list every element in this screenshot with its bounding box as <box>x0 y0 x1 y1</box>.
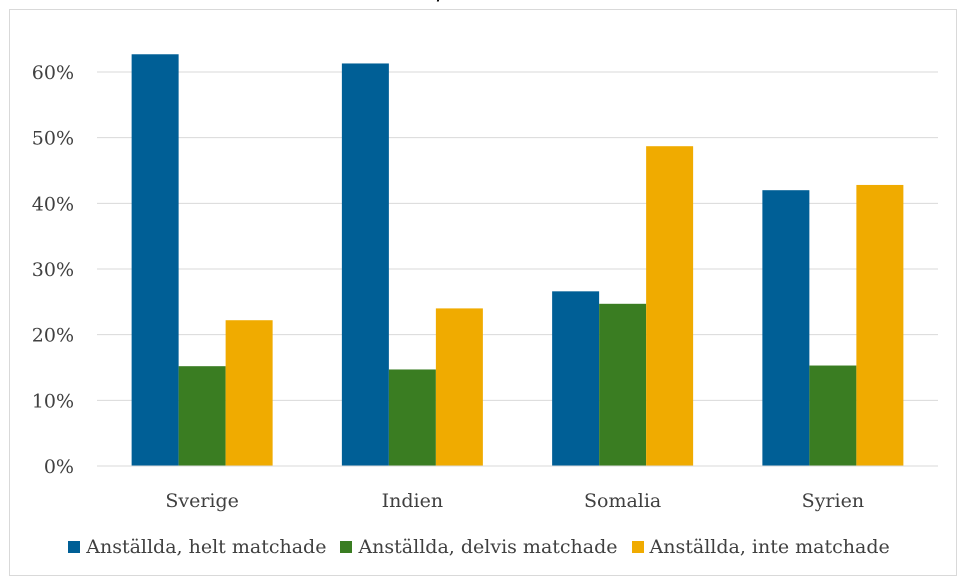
y-tick-label: 10% <box>32 390 74 412</box>
bar-somalia-series-0 <box>552 291 600 466</box>
legend-swatch-inte <box>631 541 644 553</box>
bar-sverige-series-2 <box>225 320 273 466</box>
bar-syrien-series-0 <box>762 190 810 466</box>
x-tick-label: Somalia <box>584 490 661 512</box>
chart-legend: Anställda, helt matchade Anställda, delv… <box>0 536 958 558</box>
y-tick-label: 20% <box>32 325 74 347</box>
x-tick-label: Indien <box>382 490 443 512</box>
legend-label-delvis: Anställda, delvis matchade <box>358 536 618 558</box>
bar-somalia-series-2 <box>646 146 694 466</box>
legend-item-inte: Anställda, inte matchade <box>631 536 890 558</box>
legend-swatch-delvis <box>340 541 353 553</box>
x-tick-label: Sverige <box>165 490 239 512</box>
y-tick-label: 0% <box>44 456 74 478</box>
y-tick-label: 50% <box>32 128 74 150</box>
bar-indien-series-2 <box>435 308 483 466</box>
bar-indien-series-1 <box>388 369 436 466</box>
legend-item-helt: Anställda, helt matchade <box>68 536 326 558</box>
bar-syrien-series-1 <box>809 365 857 466</box>
y-tick-label: 40% <box>32 193 74 215</box>
bar-indien-series-0 <box>341 63 389 467</box>
legend-item-delvis: Anställda, delvis matchade <box>340 536 618 558</box>
legend-label-inte: Anställda, inte matchade <box>649 536 890 558</box>
bar-syrien-series-2 <box>856 184 904 467</box>
y-tick-label: 30% <box>32 259 74 281</box>
bar-somalia-series-1 <box>599 303 647 466</box>
legend-swatch-helt <box>68 541 81 553</box>
chart-title: procent <box>0 0 958 3</box>
legend-label-helt: Anställda, helt matchade <box>86 536 327 558</box>
bar-sverige-series-0 <box>131 54 179 467</box>
y-tick-label: 60% <box>32 62 74 84</box>
x-tick-label: Syrien <box>802 490 864 512</box>
bar-sverige-series-1 <box>178 366 226 466</box>
